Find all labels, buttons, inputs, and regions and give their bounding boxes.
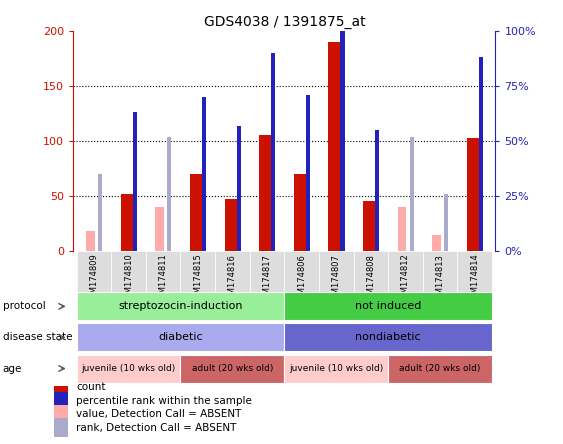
Text: GSM174817: GSM174817 <box>262 254 271 305</box>
Bar <box>294 174 310 251</box>
Bar <box>77 354 181 382</box>
Bar <box>354 251 388 309</box>
Bar <box>432 235 441 251</box>
Bar <box>284 323 492 352</box>
Text: GSM174814: GSM174814 <box>470 254 479 305</box>
Bar <box>328 42 344 251</box>
Text: not induced: not induced <box>355 301 421 311</box>
Bar <box>410 137 414 251</box>
Bar <box>190 174 205 251</box>
Text: GSM174812: GSM174812 <box>401 254 410 305</box>
Bar <box>306 95 310 251</box>
Bar <box>55 405 68 424</box>
Bar <box>77 292 284 321</box>
Bar <box>388 354 492 382</box>
Bar <box>225 199 240 251</box>
Text: GSM174813: GSM174813 <box>436 254 445 305</box>
Text: GSM174810: GSM174810 <box>124 254 133 305</box>
Bar <box>133 112 137 251</box>
Text: GSM174811: GSM174811 <box>159 254 168 305</box>
Bar <box>236 126 241 251</box>
Bar <box>55 392 68 410</box>
Title: GDS4038 / 1391875_at: GDS4038 / 1391875_at <box>203 15 365 29</box>
Text: GSM174807: GSM174807 <box>332 254 341 305</box>
Bar <box>284 292 492 321</box>
Bar <box>167 137 172 251</box>
Bar <box>55 418 68 437</box>
Text: streptozocin-induction: streptozocin-induction <box>118 301 243 311</box>
Bar <box>202 97 206 251</box>
Text: adult (20 wks old): adult (20 wks old) <box>399 364 481 373</box>
Bar <box>388 251 423 309</box>
Text: disease state: disease state <box>3 333 72 342</box>
Text: GSM174809: GSM174809 <box>90 254 99 305</box>
Bar <box>146 251 181 309</box>
Bar <box>444 194 448 251</box>
Text: adult (20 wks old): adult (20 wks old) <box>192 364 273 373</box>
Bar <box>375 130 379 251</box>
Bar <box>363 202 379 251</box>
Bar <box>423 251 457 309</box>
Bar <box>457 251 492 309</box>
Bar <box>215 251 250 309</box>
Bar <box>121 194 136 251</box>
Bar <box>155 207 164 251</box>
Text: rank, Detection Call = ABSENT: rank, Detection Call = ABSENT <box>76 423 236 432</box>
Text: juvenile (10 wks old): juvenile (10 wks old) <box>289 364 383 373</box>
Bar <box>98 174 102 251</box>
Text: nondiabetic: nondiabetic <box>355 333 421 342</box>
Text: protocol: protocol <box>3 301 46 311</box>
Bar <box>271 53 275 251</box>
Bar <box>479 57 483 251</box>
Bar <box>111 251 146 309</box>
Text: GSM174815: GSM174815 <box>193 254 202 305</box>
Bar <box>55 377 68 396</box>
Bar <box>341 9 345 251</box>
Text: GSM174806: GSM174806 <box>297 254 306 305</box>
Bar <box>467 138 482 251</box>
Bar <box>397 207 406 251</box>
Text: age: age <box>3 364 22 373</box>
Bar <box>319 251 354 309</box>
Bar <box>181 251 215 309</box>
Bar <box>250 251 284 309</box>
Bar <box>77 251 111 309</box>
Text: diabetic: diabetic <box>158 333 203 342</box>
Bar <box>284 354 388 382</box>
Bar <box>259 135 275 251</box>
Bar <box>181 354 284 382</box>
Text: GSM174816: GSM174816 <box>228 254 237 305</box>
Text: juvenile (10 wks old): juvenile (10 wks old) <box>82 364 176 373</box>
Text: percentile rank within the sample: percentile rank within the sample <box>76 396 252 406</box>
Bar <box>284 251 319 309</box>
Bar <box>77 323 284 352</box>
Text: value, Detection Call = ABSENT: value, Detection Call = ABSENT <box>76 409 242 419</box>
Text: count: count <box>76 381 106 392</box>
Text: GSM174808: GSM174808 <box>367 254 376 305</box>
Bar <box>86 231 95 251</box>
